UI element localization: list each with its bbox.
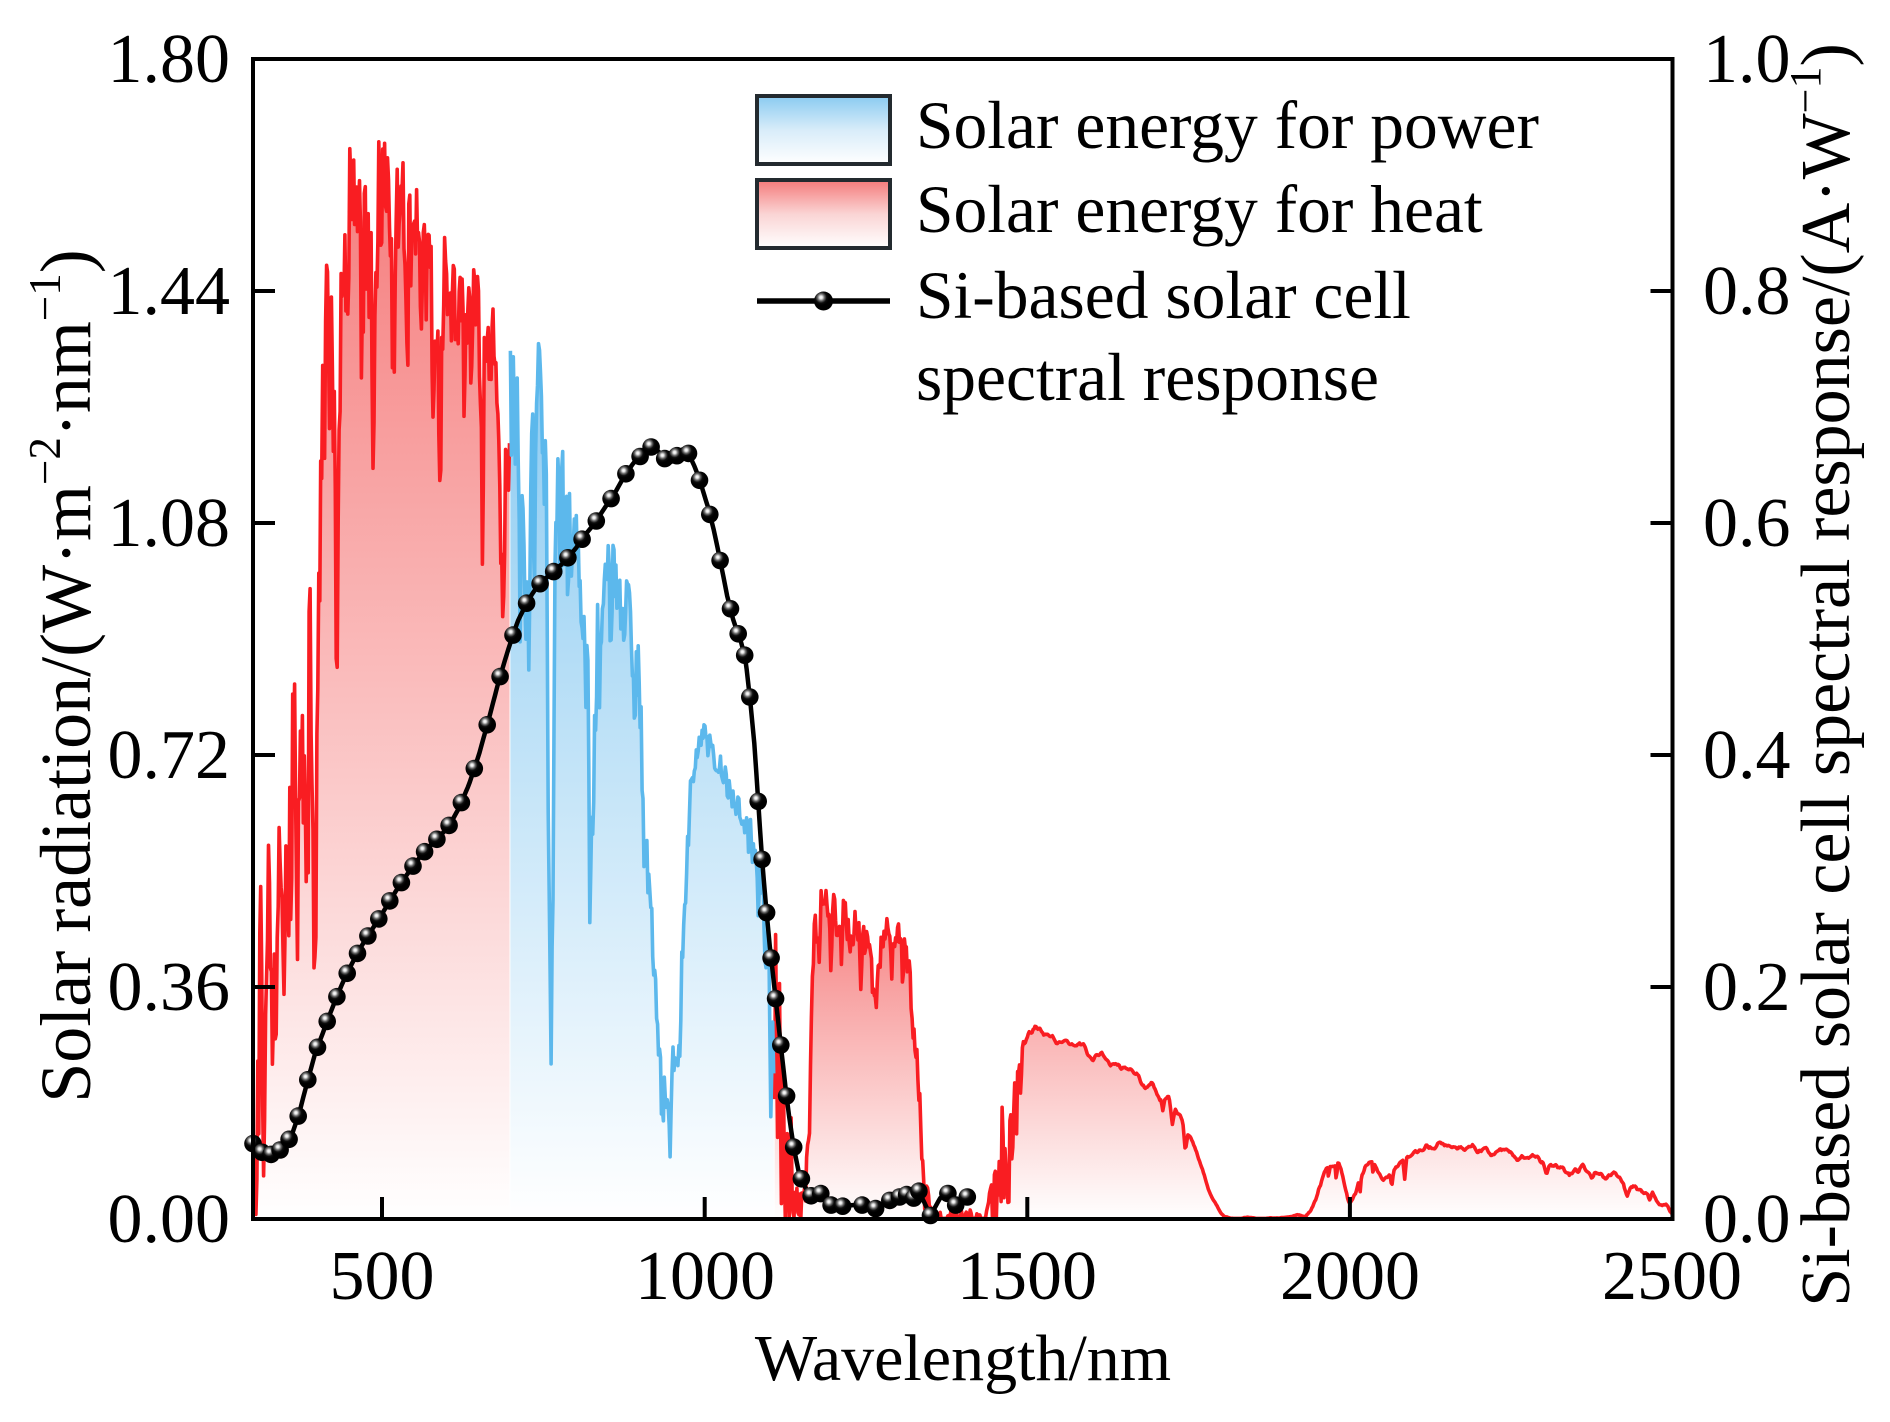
svg-text:0.00: 0.00 bbox=[108, 1181, 231, 1258]
svg-text:1.80: 1.80 bbox=[108, 21, 231, 98]
svg-text:1500: 1500 bbox=[957, 1238, 1097, 1315]
svg-text:Si-based solar cell spectral r: Si-based solar cell spectral response/(A… bbox=[1781, 43, 1865, 1307]
svg-text:1000: 1000 bbox=[635, 1238, 775, 1315]
svg-text:1.08: 1.08 bbox=[108, 485, 231, 562]
svg-text:Solar energy for power: Solar energy for power bbox=[916, 88, 1539, 163]
svg-text:0.72: 0.72 bbox=[108, 717, 231, 794]
svg-text:2000: 2000 bbox=[1280, 1238, 1420, 1315]
svg-text:spectral response: spectral response bbox=[916, 340, 1379, 415]
svg-text:Solar energy for heat: Solar energy for heat bbox=[916, 172, 1483, 247]
svg-text:0.2: 0.2 bbox=[1703, 949, 1791, 1026]
svg-text:1.0: 1.0 bbox=[1703, 21, 1791, 98]
svg-text:Wavelength/nm: Wavelength/nm bbox=[755, 1322, 1171, 1395]
svg-text:500: 500 bbox=[330, 1238, 435, 1315]
svg-text:0.0: 0.0 bbox=[1703, 1181, 1791, 1258]
svg-text:0.8: 0.8 bbox=[1703, 253, 1791, 330]
svg-text:Solar radiation/(W·m−2·nm−1): Solar radiation/(W·m−2·nm−1) bbox=[20, 249, 106, 1103]
svg-text:0.6: 0.6 bbox=[1703, 485, 1791, 562]
svg-text:2500: 2500 bbox=[1602, 1238, 1742, 1315]
svg-text:1.44: 1.44 bbox=[108, 253, 231, 330]
svg-text:Si-based solar cell: Si-based solar cell bbox=[916, 258, 1411, 333]
svg-text:0.36: 0.36 bbox=[108, 949, 231, 1026]
svg-text:0.4: 0.4 bbox=[1703, 717, 1791, 794]
